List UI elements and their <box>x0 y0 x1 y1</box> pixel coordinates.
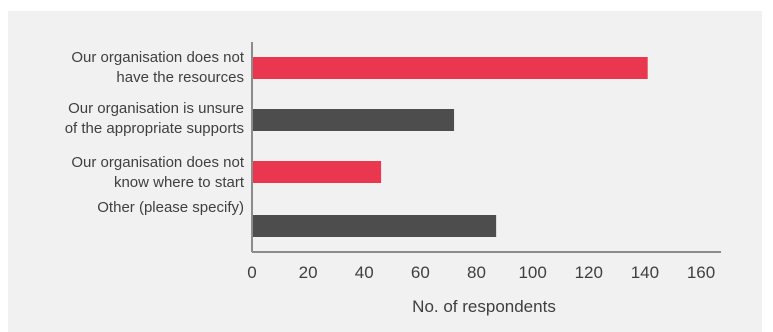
x-tick-label: 20 <box>299 263 318 282</box>
x-tick-label: 160 <box>687 263 715 282</box>
category-label-line: Our organisation does not <box>71 154 244 171</box>
bar-3 <box>252 161 382 183</box>
category-label-4: Other (please specify) <box>97 199 244 216</box>
bar-2 <box>252 109 455 131</box>
bar-1 <box>252 57 648 79</box>
category-label-line: Our organisation is unsure <box>68 100 244 117</box>
category-label-2: Our organisation is unsure of the appropr… <box>65 100 244 137</box>
category-label-line: know where to start <box>114 174 245 191</box>
x-tick-labels: 0 20 40 60 80 100 120 140 160 <box>247 263 715 282</box>
bars-group <box>252 57 648 237</box>
category-label-line: Our organisation does not <box>71 49 244 66</box>
x-tick-label: 40 <box>355 263 374 282</box>
category-label-line: have the resources <box>116 69 244 86</box>
category-label-line: Other (please specify) <box>97 199 244 216</box>
bar-4 <box>252 215 497 237</box>
category-label-3: Our organisation does not know where to s… <box>71 154 244 191</box>
x-axis-title: No. of respondents <box>412 297 556 316</box>
category-labels: Our organisation does not have the resour… <box>65 49 245 216</box>
x-tick-label: 100 <box>518 263 546 282</box>
x-tick-label: 120 <box>575 263 603 282</box>
x-tick-label: 0 <box>247 263 256 282</box>
x-tick-label: 60 <box>411 263 430 282</box>
x-tick-label: 140 <box>631 263 659 282</box>
category-label-1: Our organisation does not have the resour… <box>71 49 244 86</box>
category-label-line: of the appropriate supports <box>65 120 244 137</box>
x-tick-label: 80 <box>467 263 486 282</box>
